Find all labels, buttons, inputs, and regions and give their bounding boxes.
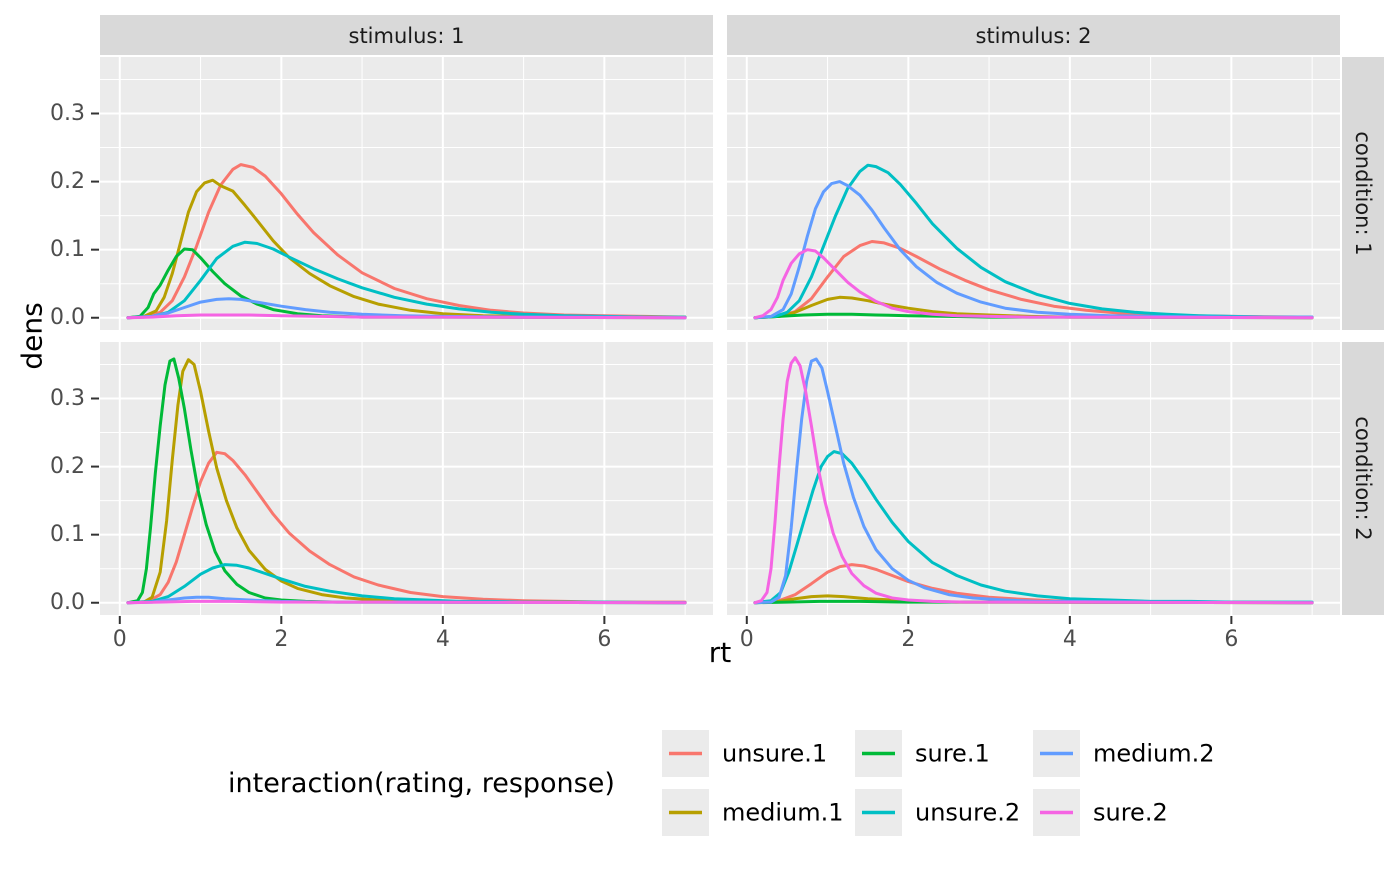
x-tick-label: 6	[1224, 627, 1238, 652]
y-tick-label: 0.0	[50, 305, 85, 330]
y-tick-label: 0.3	[50, 101, 85, 126]
facet-strip-label-condition: condition: 1	[1351, 131, 1375, 255]
density-curve-medium.2	[753, 180, 1314, 320]
y-tick-label: 0.0	[50, 590, 85, 615]
facet-strip-right	[1342, 57, 1384, 330]
density-curve-sure.2	[753, 356, 1314, 605]
density-curve-medium.1	[126, 358, 687, 605]
x-tick-label: 0	[113, 627, 127, 652]
density-curve-medium.2	[753, 357, 1314, 605]
legend-label-unsure.2: unsure.2	[915, 799, 1020, 827]
facet-strip-top	[727, 15, 1340, 55]
density-curve-unsure.2	[753, 450, 1314, 605]
density-curve-unsure.1	[126, 450, 687, 605]
panel-bg	[100, 342, 713, 615]
facet-strip-right	[1342, 342, 1384, 615]
legend-label-sure.1: sure.1	[915, 740, 990, 768]
x-tick-label: 0	[740, 627, 754, 652]
x-tick-label: 2	[274, 627, 288, 652]
panel-bg	[100, 57, 713, 330]
density-curve-sure.2	[126, 313, 687, 320]
x-tick-label: 4	[1063, 627, 1077, 652]
y-tick-label: 0.1	[50, 522, 85, 547]
legend-label-unsure.1: unsure.1	[722, 740, 827, 768]
density-curve-sure.2	[126, 599, 687, 605]
y-axis-title: dens	[16, 302, 49, 369]
legend-label-medium.2: medium.2	[1093, 740, 1215, 768]
legend-label-medium.1: medium.1	[722, 799, 844, 827]
x-tick-label: 2	[901, 627, 915, 652]
density-curve-sure.2	[753, 248, 1314, 320]
x-axis-title: rt	[709, 636, 732, 669]
facet-strip-label-stimulus: stimulus: 2	[976, 24, 1092, 48]
facet-strip-top	[100, 15, 713, 55]
legend-label-sure.2: sure.2	[1093, 799, 1168, 827]
density-curve-unsure.2	[126, 240, 687, 320]
facet-strip-label-stimulus: stimulus: 1	[349, 24, 465, 48]
y-tick-label: 0.2	[50, 454, 85, 479]
panel-bg	[727, 342, 1340, 615]
x-tick-label: 6	[597, 627, 611, 652]
y-tick-label: 0.1	[50, 237, 85, 262]
density-curve-medium.1	[126, 178, 687, 320]
x-tick-label: 4	[436, 627, 450, 652]
density-curve-unsure.2	[753, 163, 1314, 320]
density-curve-unsure.1	[753, 240, 1314, 320]
y-tick-label: 0.2	[50, 169, 85, 194]
legend: interaction(rating, response) unsure.1 med…	[228, 730, 1215, 836]
panel-bg	[727, 57, 1340, 330]
facet-strip-label-condition: condition: 2	[1351, 416, 1375, 540]
y-tick-label: 0.3	[50, 386, 85, 411]
legend-title: interaction(rating, response)	[228, 768, 615, 799]
